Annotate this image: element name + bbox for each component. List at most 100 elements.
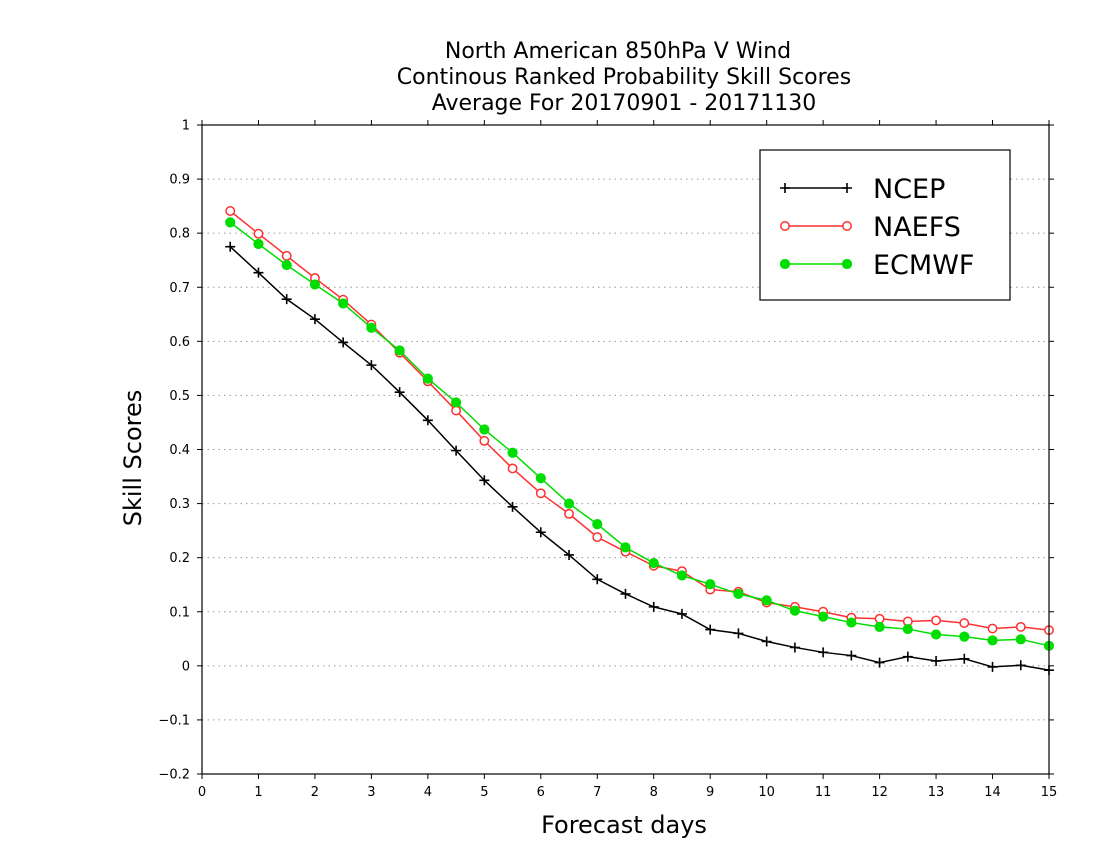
- data-point: [779, 258, 791, 270]
- x-tick-label: 7: [593, 785, 601, 800]
- data-point: [931, 655, 942, 666]
- data-point: [874, 621, 885, 632]
- data-point: [535, 527, 546, 538]
- data-point: [281, 250, 292, 261]
- data-point: [842, 221, 852, 231]
- x-axis-title: Forecast days: [541, 811, 707, 839]
- data-point: [930, 629, 942, 640]
- data-point: [253, 238, 264, 250]
- data-point: [846, 650, 857, 661]
- data-point: [338, 337, 349, 348]
- data-point: [592, 532, 603, 543]
- y-tick-label: 0.8: [169, 227, 190, 242]
- data-point: [705, 624, 716, 635]
- x-tick-label: 13: [928, 785, 945, 800]
- y-tick-label: 1: [182, 119, 190, 134]
- data-point: [1015, 660, 1026, 671]
- y-axis-title: Skill Scores: [119, 390, 147, 527]
- y-tick-label: −0.1: [158, 713, 190, 728]
- data-point: [592, 519, 603, 530]
- y-tick-label: 0.5: [169, 389, 190, 404]
- data-point: [874, 613, 885, 624]
- x-tick-label: 0: [198, 785, 206, 800]
- data-point: [902, 651, 913, 662]
- y-tick-label: 0.6: [169, 335, 190, 350]
- series-ncep: [225, 241, 1054, 676]
- legend-box: [759, 149, 1011, 301]
- y-tick-label: 0: [182, 659, 190, 674]
- data-point: [479, 424, 490, 435]
- legend-label: ECMWF: [873, 250, 974, 281]
- y-tick-label: 0.4: [169, 443, 190, 458]
- x-tick-label: 3: [367, 785, 375, 800]
- x-tick-label: 5: [480, 785, 488, 800]
- legend-entries: NCEP NAEFS ECMWF: [779, 174, 974, 281]
- data-point: [620, 542, 631, 553]
- data-point: [761, 595, 772, 606]
- series-ecmwf: [225, 217, 1055, 651]
- data-point: [902, 623, 913, 635]
- data-point: [987, 623, 998, 634]
- data-point: [818, 611, 829, 622]
- data-point: [507, 463, 518, 474]
- data-point: [479, 435, 490, 446]
- data-point: [1015, 634, 1026, 645]
- chart-title-line-1: North American 850hPa V Wind: [445, 39, 791, 64]
- data-point: [225, 217, 236, 228]
- data-point: [841, 258, 853, 270]
- data-point: [733, 588, 744, 600]
- x-tick-label: 8: [650, 785, 658, 800]
- data-point: [309, 279, 321, 290]
- chart-title-line-2: Continous Ranked Probability Skill Score…: [397, 65, 851, 90]
- data-point: [422, 415, 433, 426]
- data-point: [479, 475, 490, 486]
- data-point: [987, 635, 998, 646]
- grid: [202, 178, 1049, 721]
- data-point: [535, 473, 546, 484]
- data-point: [507, 501, 518, 512]
- data-point: [338, 298, 349, 309]
- data-point: [394, 345, 405, 356]
- data-point: [818, 647, 829, 658]
- data-point: [648, 557, 659, 569]
- data-point: [281, 259, 292, 271]
- data-point: [959, 618, 970, 629]
- x-tick-label: 1: [254, 785, 262, 800]
- data-point: [507, 447, 518, 458]
- legend-label: NCEP: [873, 174, 945, 205]
- legend-item-naefs: NAEFS: [780, 212, 961, 243]
- data-point: [733, 628, 744, 639]
- data-point: [1015, 621, 1026, 632]
- x-tick-label: 14: [984, 785, 1001, 800]
- data-point: [281, 294, 292, 305]
- series-layer: [225, 206, 1055, 676]
- data-point: [535, 488, 546, 499]
- data-point: [563, 498, 575, 509]
- chart-title-line-3: Average For 20170901 - 20171130: [432, 91, 817, 116]
- data-point: [451, 445, 462, 456]
- data-point: [366, 360, 377, 371]
- data-point: [959, 631, 970, 642]
- x-tick-label: 11: [815, 785, 832, 800]
- data-point: [931, 615, 942, 626]
- x-tick-label: 4: [424, 785, 432, 800]
- data-point: [761, 636, 772, 647]
- x-tick-label: 12: [871, 785, 888, 800]
- x-tick-label: 15: [1041, 785, 1058, 800]
- x-axis: 0 1 2 3 4 5 6 7 8 9 10 11 12 13 14 15: [198, 120, 1057, 800]
- data-point: [366, 322, 377, 333]
- data-point: [789, 605, 801, 616]
- data-point: [842, 183, 852, 193]
- data-point: [422, 373, 433, 384]
- data-point: [959, 653, 970, 664]
- data-point: [648, 601, 659, 612]
- data-point: [564, 549, 575, 560]
- data-point: [225, 241, 236, 252]
- data-point: [225, 206, 236, 216]
- data-point: [846, 617, 857, 628]
- data-point: [620, 588, 631, 599]
- data-point: [309, 314, 320, 325]
- y-tick-label: −0.2: [158, 768, 190, 783]
